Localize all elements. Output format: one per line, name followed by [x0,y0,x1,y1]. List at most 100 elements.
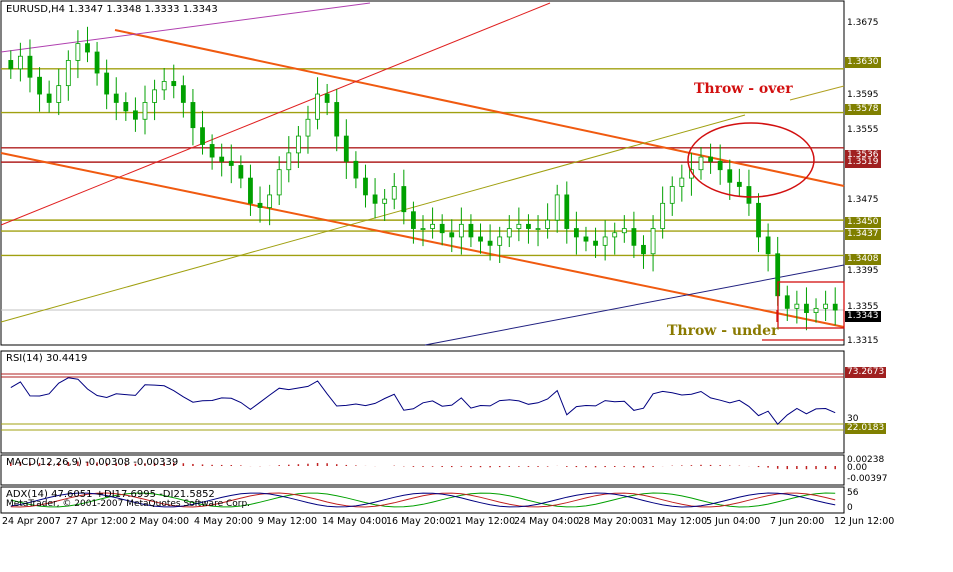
candle-body [200,127,205,145]
candle-body [305,118,311,137]
y-tick: 1.3595 [847,90,879,100]
candle-body [391,186,397,200]
candle-body [171,81,177,87]
y-tick: 1.3355 [847,302,879,312]
candle-body [37,76,42,95]
candle-body [727,169,733,183]
candle-body [631,228,637,246]
trendlines [0,2,845,346]
candle-body [535,228,541,230]
rsi-level-tag: 73.2673 [845,367,887,378]
candle-body [219,156,225,162]
candle-body [602,236,608,246]
candle-body [497,236,503,246]
candle-body [257,202,263,208]
macd-series [10,461,836,470]
x-tick: 27 Apr 12:00 [66,516,128,527]
candle-body [353,160,359,179]
candle-body [315,93,320,120]
candle-body [267,194,273,208]
candle-body [573,228,579,238]
level-tag: 1.3519 [845,157,881,168]
candle-body [679,177,685,187]
candle-body [65,60,71,87]
candle-body [526,223,531,229]
x-tick: 16 May 20:00 [386,516,452,527]
y-tick: 1.3675 [847,18,879,28]
y-tick: 1.3555 [847,125,879,135]
rsi-tick: 30 [847,414,859,424]
candle-body [228,160,234,166]
throw-under-box [777,281,845,329]
candle-body [104,72,110,95]
candle-body [823,303,829,309]
candle-body [295,135,301,154]
candle-body [746,186,752,204]
candle-body [382,198,388,204]
level-tag: 1.3450 [845,217,881,228]
candle-body [343,135,349,162]
macd-panel-frame [0,454,845,486]
candle-body [564,194,570,229]
rsi-line [10,377,836,425]
candle-body [516,223,522,229]
candle-body [487,240,493,246]
candle-body [142,102,148,120]
macd-label: MACD(12,26,9) -0.00308 -0.00339 [6,457,179,468]
adx-tick: 0 [847,503,853,513]
candle-body [765,236,771,255]
symbol-header: EURUSD,H4 1.3347 1.3348 1.3333 1.3343 [6,4,218,15]
candle-body [209,144,215,158]
candle-body [420,228,426,230]
rsi-label: RSI(14) 30.4419 [6,353,88,364]
candle-body [27,55,33,78]
level-tag: 1.3536 [845,150,881,161]
candle-body [660,202,666,229]
red-trendline [0,2,551,226]
purple-trendline [0,2,371,53]
x-tick: 9 May 12:00 [258,516,318,527]
candle-body [756,202,761,238]
candle-body [468,223,474,238]
candle-body [401,186,407,213]
candle-body [698,156,704,171]
macd-tick: 0.00 [847,463,868,473]
throw-over-pointer [789,85,845,101]
x-tick: 5 Jun 04:00 [706,516,761,527]
candle-body [784,295,790,309]
candle-body [794,303,800,309]
candlestick-series [8,26,838,331]
copyright-text: MetaTrader, © 2001-2007 MetaQuotes Softw… [6,499,251,509]
candle-body [190,102,196,129]
candle-body [85,43,90,53]
candle-body [17,55,23,70]
x-tick: 24 May 04:00 [514,516,580,527]
candle-body [46,93,52,103]
candle-body [56,85,62,103]
candle-body [458,223,464,238]
candle-body [286,152,292,171]
candle-body [583,236,589,242]
current-price-tag: 1.3343 [845,311,881,322]
candle-body [478,236,483,242]
candle-body [161,81,167,91]
candle-body [75,43,81,61]
throw-under-label: Throw - under [667,323,779,339]
candle-body [324,93,330,103]
candle-body [113,93,119,103]
level-tag: 1.3437 [845,229,881,240]
candle-body [708,156,713,162]
y-tick: 1.3395 [847,266,879,276]
candle-body [804,303,809,313]
candle-body [123,102,129,112]
throw-over-ellipse [687,122,815,198]
candle-body [133,110,138,120]
x-tick: 31 May 12:00 [642,516,708,527]
y-tick: 1.3475 [847,195,879,205]
candle-body [276,169,282,196]
level-tag: 1.3408 [845,254,881,265]
candle-body [430,223,435,229]
candle-body [593,240,598,246]
candle-body [641,244,646,255]
